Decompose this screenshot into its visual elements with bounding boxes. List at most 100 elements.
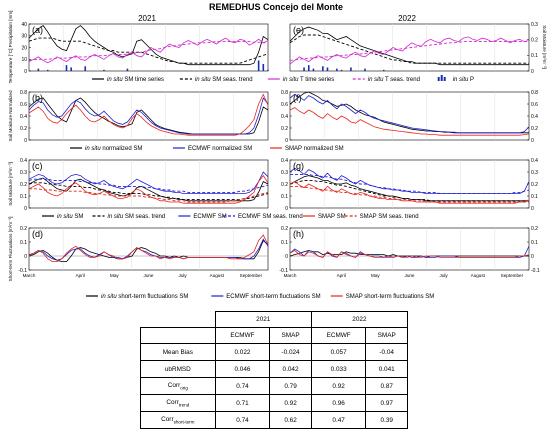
precip-bar [37, 68, 40, 71]
y-tick-label: 0.8 [531, 90, 538, 96]
panel-letter: (g) [293, 161, 304, 171]
panel-letter: (e) [293, 25, 304, 35]
stats-col-ecmwf-2021: ECMWF [214, 327, 271, 344]
y-axis-label: Temperature [°C] Precipitation [mm] [8, 11, 13, 84]
stats-cell: 0.79 [269, 377, 312, 395]
legend-label: ECMWF SM seas. trend [238, 214, 303, 220]
plots: 0 10 20 30 40 (a) 0 0.1 0.2 0.3 (e) 0 0.2 0.4 0.6 0.8 (b… [8, 11, 547, 282]
panel-frame [28, 227, 269, 271]
y-tick-label: 0 [531, 69, 534, 75]
y-tick-label: 0.2 [281, 126, 288, 132]
y-tick-label: 0.3 [531, 170, 538, 176]
precip-bar [103, 69, 105, 71]
x-tick-label: July [179, 273, 188, 278]
series-line [28, 171, 269, 195]
precip-bar [326, 67, 329, 71]
stats-cell: 0.87 [365, 377, 408, 395]
y-tick-label: 0.3 [20, 170, 27, 176]
panel-frame [289, 91, 530, 141]
y-axis-label: Soil Moisture [m³m⁻³] [8, 162, 13, 206]
legend-label-rest: SM time series [123, 77, 164, 83]
legend-label: in situ SM time series [107, 77, 164, 83]
legend-label-rest: SM seas. trend [211, 77, 253, 83]
legend-label-italic: in situ [108, 214, 124, 220]
y-tick-label: 0.2 [281, 226, 288, 232]
y-tick-label: 0 [531, 138, 534, 144]
y-tick-label: 0.1 [281, 240, 288, 246]
series-line [289, 181, 530, 204]
y-tick-label: 0.1 [20, 240, 27, 246]
y-tick-label: 0 [285, 206, 288, 212]
legend-label-italic: in situ [368, 77, 384, 83]
series-line [28, 238, 269, 261]
legends: in situ SM time series in situ SM seas. t… [42, 75, 474, 300]
y-tick-label: 0.1 [281, 194, 288, 200]
legend-label: in situ SM [57, 214, 83, 220]
legend-swatch [443, 77, 446, 81]
y-tick-label: 0 [24, 138, 27, 144]
legend-swatch [437, 77, 440, 81]
panel-b: 0 0.2 0.4 0.6 0.8 (b) [20, 90, 269, 144]
y-tick-label: 0.6 [531, 102, 538, 108]
precip-bar [322, 66, 324, 71]
stats-col-ecmwf-2022: ECMWF [310, 327, 367, 344]
precip-bar [126, 68, 129, 71]
panel-frame [289, 227, 530, 271]
stats-cell: 0.042 [269, 360, 312, 378]
legend-label: SMAP SM seas. trend [360, 214, 419, 220]
panel-letter: (c) [32, 161, 43, 171]
y-tick-label: -0.1 [531, 268, 540, 274]
precip-bar [303, 67, 305, 71]
x-tick-label: July [440, 273, 449, 278]
precip-bar [382, 69, 385, 71]
stats-cell: 0.92 [310, 377, 367, 395]
metric-subscript: orig [180, 385, 188, 391]
panel-letter: (h) [293, 229, 304, 239]
legend-label-rest: T time series [298, 77, 334, 83]
legend-label: in situ SM seas. trend [108, 214, 166, 220]
y-tick-label: 0 [24, 206, 27, 212]
legend-label-italic: in situ [283, 77, 299, 83]
y-tick-label: 0 [531, 254, 534, 260]
series-line [289, 26, 529, 66]
panel-h: -0.1 0 0.1 0.2 -0.1 0 0.1 0.2 March April May June J… [279, 226, 539, 278]
stats-cell: 0.74 [214, 411, 271, 429]
series-line [28, 174, 269, 204]
stats-cell: 0.057 [310, 343, 367, 361]
y-tick-label: 0.2 [281, 182, 288, 188]
stats-cell: 0.033 [310, 360, 367, 378]
y-tick-label: 0 [285, 254, 288, 260]
legend-label-italic: in situ [101, 294, 117, 300]
y-tick-label: -0.1 [18, 268, 27, 274]
year-label-2021: 2021 [138, 14, 156, 23]
x-tick-label: April [337, 273, 346, 278]
x-tick-label: May [110, 273, 119, 278]
series-line [28, 41, 268, 61]
y-tick-label: 0.3 [531, 22, 538, 28]
stats-row-label: Mean Bias [140, 343, 216, 361]
panel-c: 0 0.1 0.2 0.3 0.4 (c) [20, 158, 269, 212]
legend-label: in situ short-term fluctuations SM [101, 294, 188, 300]
stats-cell: 0.96 [310, 394, 367, 412]
stats-row-label: ubRMSD [140, 360, 216, 378]
stats-cell: 0.046 [214, 360, 271, 378]
series-line [28, 93, 269, 136]
stats-cell: 0.022 [214, 343, 271, 361]
legend-label-rest: T seas. trend [383, 77, 419, 83]
y-tick-label: 0.4 [281, 114, 288, 120]
metric-name: Corr [166, 398, 179, 406]
stats-cell: -0.024 [269, 343, 312, 361]
panel-g: 0 0.1 0.2 0.3 0.4 0 0.1 0.2 0.3 0.4 (g) [281, 158, 538, 212]
stats-cell: 0.74 [214, 377, 271, 395]
stats-cell: 0.62 [269, 411, 312, 429]
y-tick-label: 0.2 [531, 182, 538, 188]
stats-row-label: Corrtrend [140, 394, 216, 412]
x-tick-label: March [23, 273, 36, 278]
y-tick-label: 0.2 [20, 182, 27, 188]
panel-letter: (d) [32, 229, 43, 239]
y-tick-label: 0.6 [20, 102, 27, 108]
stats-cell: 0.39 [365, 411, 408, 429]
panel-letter: (a) [32, 25, 43, 35]
y-tick-label: 0 [531, 206, 534, 212]
stats-year-2021: 2021 [214, 311, 312, 328]
